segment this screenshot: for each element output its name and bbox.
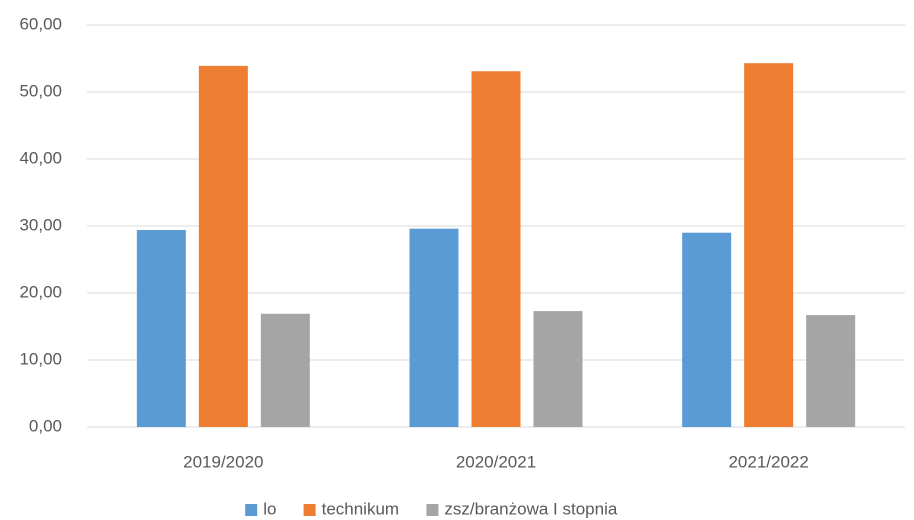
x-tick-label: 2019/2020 bbox=[183, 452, 263, 471]
bar bbox=[533, 311, 583, 427]
bar bbox=[682, 232, 732, 427]
legend-label: lo bbox=[263, 499, 276, 518]
legend-swatch bbox=[426, 504, 439, 516]
x-tick-label: 2020/2021 bbox=[456, 452, 536, 471]
bar bbox=[806, 315, 856, 427]
bar bbox=[744, 63, 794, 427]
y-tick-label: 30,00 bbox=[19, 215, 62, 234]
legend-swatch bbox=[303, 504, 316, 516]
bar bbox=[471, 71, 521, 427]
y-tick-label: 40,00 bbox=[19, 148, 62, 167]
y-tick-label: 0,00 bbox=[29, 416, 62, 435]
legend-label: technikum bbox=[322, 499, 399, 518]
bar bbox=[198, 65, 248, 428]
x-tick-label: 2021/2022 bbox=[728, 452, 808, 471]
y-tick-label: 20,00 bbox=[19, 282, 62, 301]
y-tick-label: 10,00 bbox=[19, 349, 62, 368]
y-tick-label: 50,00 bbox=[19, 81, 62, 100]
bar bbox=[409, 228, 459, 427]
y-tick-label: 60,00 bbox=[19, 14, 62, 33]
legend-swatch bbox=[245, 504, 258, 516]
legend-label: zsz/branżowa I stopnia bbox=[444, 499, 617, 518]
bar bbox=[260, 313, 310, 427]
bar bbox=[136, 230, 186, 427]
